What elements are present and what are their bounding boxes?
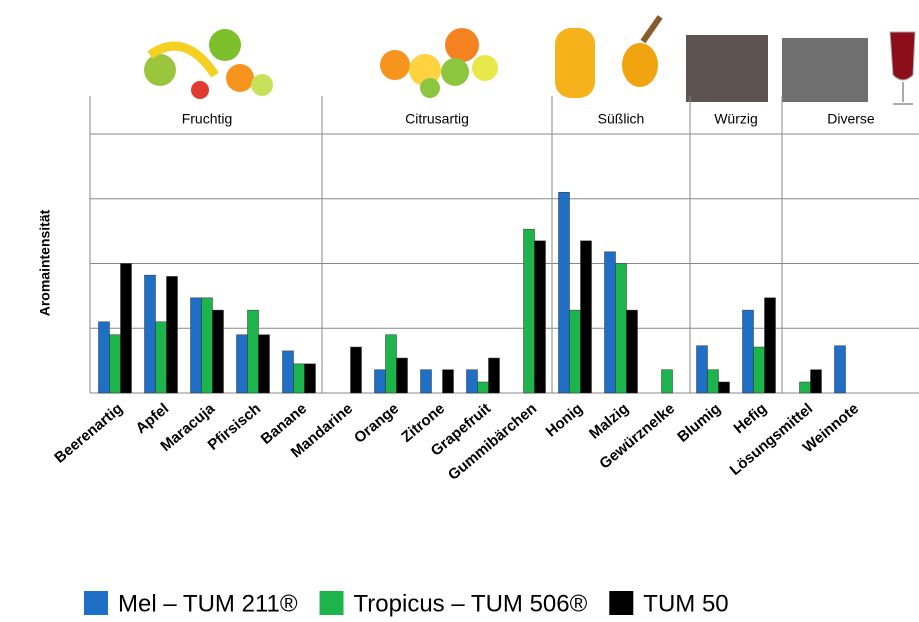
bar (247, 309, 259, 394)
category-pictures (144, 15, 916, 105)
bar (742, 309, 754, 394)
bar (626, 309, 638, 394)
x-tick-label: Blumig (674, 400, 724, 446)
bar (442, 369, 454, 394)
yeast-picture (782, 38, 868, 102)
bar (144, 274, 156, 394)
bar (810, 369, 822, 394)
bar (236, 334, 248, 394)
y-axis-label: Aromaintensität (37, 209, 53, 316)
legend-label: TUM 50 (643, 590, 728, 617)
bar (534, 240, 546, 394)
fruit-picture (144, 29, 273, 99)
bar (569, 309, 581, 394)
group-label: Fruchtig (182, 111, 233, 127)
bar (190, 297, 202, 394)
bar (799, 381, 811, 394)
bar (615, 263, 627, 394)
group-label: Diverse (827, 111, 875, 127)
bar (580, 240, 592, 394)
bar (477, 381, 489, 394)
bar (466, 369, 478, 394)
legend-label: Mel – TUM 211® (118, 590, 298, 617)
group-label: Würzig (714, 111, 758, 127)
group-label: Citrusartig (405, 111, 469, 127)
bar (166, 276, 178, 394)
bar (396, 357, 408, 394)
bar (834, 345, 846, 394)
x-tick-label: Beerenartig (51, 400, 126, 467)
bar (212, 309, 224, 394)
citrus-picture (380, 28, 498, 98)
sweet-picture (555, 15, 663, 98)
bar (98, 321, 110, 394)
bar (109, 334, 121, 394)
bar (304, 363, 316, 394)
legend-swatch (84, 591, 108, 615)
legend-swatch (319, 591, 344, 615)
bar (661, 369, 673, 394)
bar (293, 363, 305, 394)
bar (718, 381, 730, 394)
x-tick-label: Hefig (730, 400, 770, 437)
wine-picture (889, 31, 916, 105)
legend-swatch (609, 591, 634, 615)
spice-picture (686, 35, 768, 102)
bar (201, 297, 213, 394)
bar (120, 263, 132, 394)
bar (707, 369, 719, 394)
bar (420, 369, 432, 394)
bar (155, 321, 167, 394)
bar (282, 350, 294, 394)
bar (385, 334, 397, 394)
bar (258, 334, 270, 394)
bar (764, 297, 776, 394)
x-tick-label: Apfel (132, 400, 172, 437)
x-tick-label: Orange (351, 400, 402, 447)
group-label: Süßlich (598, 111, 645, 127)
bar (350, 346, 362, 394)
x-tick-label: Honig (543, 400, 586, 440)
bar (753, 346, 765, 394)
bar (696, 345, 708, 394)
bar (604, 251, 616, 394)
bar (374, 369, 386, 394)
bar (488, 357, 500, 394)
bar (558, 192, 570, 394)
bar (523, 228, 535, 394)
legend-label: Tropicus – TUM 506® (354, 590, 588, 617)
